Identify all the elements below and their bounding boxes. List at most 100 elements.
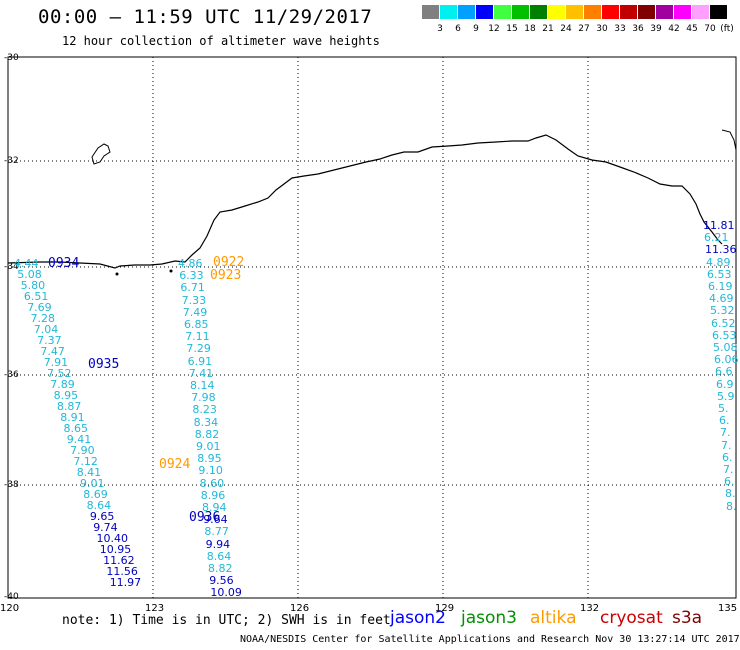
lon-label: 120 [0, 603, 20, 614]
time-label: 0935 [88, 357, 120, 372]
swh-point-east: 6.9 [716, 377, 734, 391]
legend-label: 70 [704, 24, 716, 34]
swh-point-west-b: 7.41 [188, 366, 214, 380]
swh-point-east: 5.08 [713, 341, 738, 354]
legend-swatch [602, 5, 619, 19]
swh-point-west-b: 7.29 [186, 342, 211, 356]
legend-swatch [566, 5, 583, 19]
swh-point-west-a: 4.44 [14, 257, 39, 270]
swh-point-west-a: 6.51 [23, 290, 49, 303]
legend-label: 6 [455, 24, 461, 34]
legend-label: 33 [614, 24, 626, 34]
time-label: 0924 [159, 457, 191, 472]
swh-point-west-b: 8.95 [197, 452, 222, 466]
swh-point-east: 4.89 [706, 255, 731, 269]
legend-swatch [620, 5, 637, 19]
swh-point-west-a: 7.69 [27, 301, 52, 314]
swh-point-east: 8. [725, 487, 736, 501]
swh-point-west-a: 7.12 [73, 455, 98, 468]
swh-point-east: 5.32 [710, 304, 735, 318]
legend-swatch [422, 5, 439, 19]
lat-label: -36 [4, 370, 19, 380]
legend-swatch [710, 5, 727, 19]
legend-label: 3 [437, 24, 443, 34]
swh-point-west-a: 11.97 [109, 576, 142, 589]
swh-point-west-a: 5.80 [20, 279, 46, 292]
swh-point-east: 6.53 [712, 328, 737, 342]
sat-s3a: s3a [672, 608, 703, 628]
legend-swatch [692, 5, 709, 19]
page-subtitle: 12 hour collection of altimeter wave hei… [62, 34, 380, 48]
island [91, 143, 111, 165]
legend-swatch [458, 5, 475, 19]
legend-swatch [674, 5, 691, 19]
legend-swatch [512, 5, 529, 19]
swh-point-east: 6.19 [708, 280, 733, 293]
lon-label: 135 [718, 603, 738, 614]
swh-point-west-a: 8.69 [83, 488, 108, 501]
legend-swatch [638, 5, 655, 19]
swh-point-west-a: 8.95 [53, 389, 79, 402]
swh-point-west-a: 7.47 [40, 345, 65, 358]
swh-point-east: 5.9 [717, 389, 735, 403]
legend-label: 39 [650, 24, 662, 34]
sat-altika: altika [530, 608, 577, 628]
swh-point-east: 7. [720, 426, 731, 440]
swh-point-west-a: 7.04 [33, 323, 59, 336]
lat-label: -32 [4, 156, 19, 166]
swh-point-west-b: 9.10 [198, 464, 223, 478]
swh-point-west-a: 8.41 [76, 466, 102, 479]
legend-unit: (ft) [720, 24, 734, 34]
swh-point-west-a: 10.40 [96, 532, 129, 545]
swh-point-east: 5. [718, 402, 729, 415]
swh-point-west-b: 7.33 [181, 293, 207, 307]
sat-jason3: jason3 [461, 608, 517, 628]
lat-label: -40 [4, 592, 19, 602]
swh-point-east: 6.52 [711, 316, 736, 330]
legend-label: 9 [473, 24, 479, 34]
legend-swatch [530, 5, 547, 19]
swh-point-west-b: 8.23 [192, 403, 217, 417]
swh-point-west-b: 8.14 [190, 379, 215, 392]
swh-point-east: 11.36 [705, 243, 737, 257]
swh-point-west-b: 8.82 [194, 427, 220, 441]
lon-label: 123 [145, 603, 165, 614]
swh-point-west-b: 10.09 [210, 586, 242, 600]
swh-point-east: 6.06 [714, 353, 739, 367]
legend-swatch [584, 5, 601, 19]
swh-point-west-a: 7.89 [50, 378, 75, 391]
swh-point-west-b: 8.94 [202, 501, 227, 514]
swh-point-west-a: 8.65 [63, 422, 89, 435]
swh-point-west-b: 6.85 [184, 318, 209, 331]
swh-point-east: 6. [722, 450, 733, 464]
swh-point-west-b: 4.86 [178, 257, 203, 270]
grid-lines [8, 57, 736, 598]
time-label: 0934 [48, 256, 80, 271]
swh-point-west-a: 9.74 [93, 521, 118, 534]
swh-point-west-a: 8.87 [56, 400, 82, 413]
swh-point-west-a: 9.65 [89, 510, 115, 523]
legend-label: 21 [542, 24, 554, 34]
sat-jason2: jason2 [390, 608, 446, 628]
swh-point-east: 4.69 [709, 292, 734, 306]
legend-label: 24 [560, 24, 572, 34]
swh-point-west-b: 7.49 [182, 305, 208, 319]
swh-point-east: 6.21 [704, 231, 729, 245]
swh-point-west-a: 7.37 [37, 334, 62, 347]
legend-swatch [548, 5, 565, 19]
swh-point-west-a: 7.52 [47, 367, 72, 380]
legend-label: 12 [488, 24, 500, 34]
legend-label: 30 [596, 24, 608, 34]
coastline [7, 134, 723, 269]
swh-point-east: 11.81 [703, 219, 735, 232]
swh-point-west-b: 8.34 [193, 415, 219, 429]
swh-point-west-b: 9.56 [209, 574, 234, 588]
swh-point-west-b: 8.60 [199, 476, 225, 490]
swh-point-west-b: 9.01 [196, 440, 221, 453]
legend-swatch [656, 5, 673, 19]
time-label: 0923 [210, 268, 242, 283]
lat-label: -30 [4, 53, 19, 63]
swh-point-west-b: 9.94 [205, 537, 231, 551]
headland [721, 129, 737, 151]
